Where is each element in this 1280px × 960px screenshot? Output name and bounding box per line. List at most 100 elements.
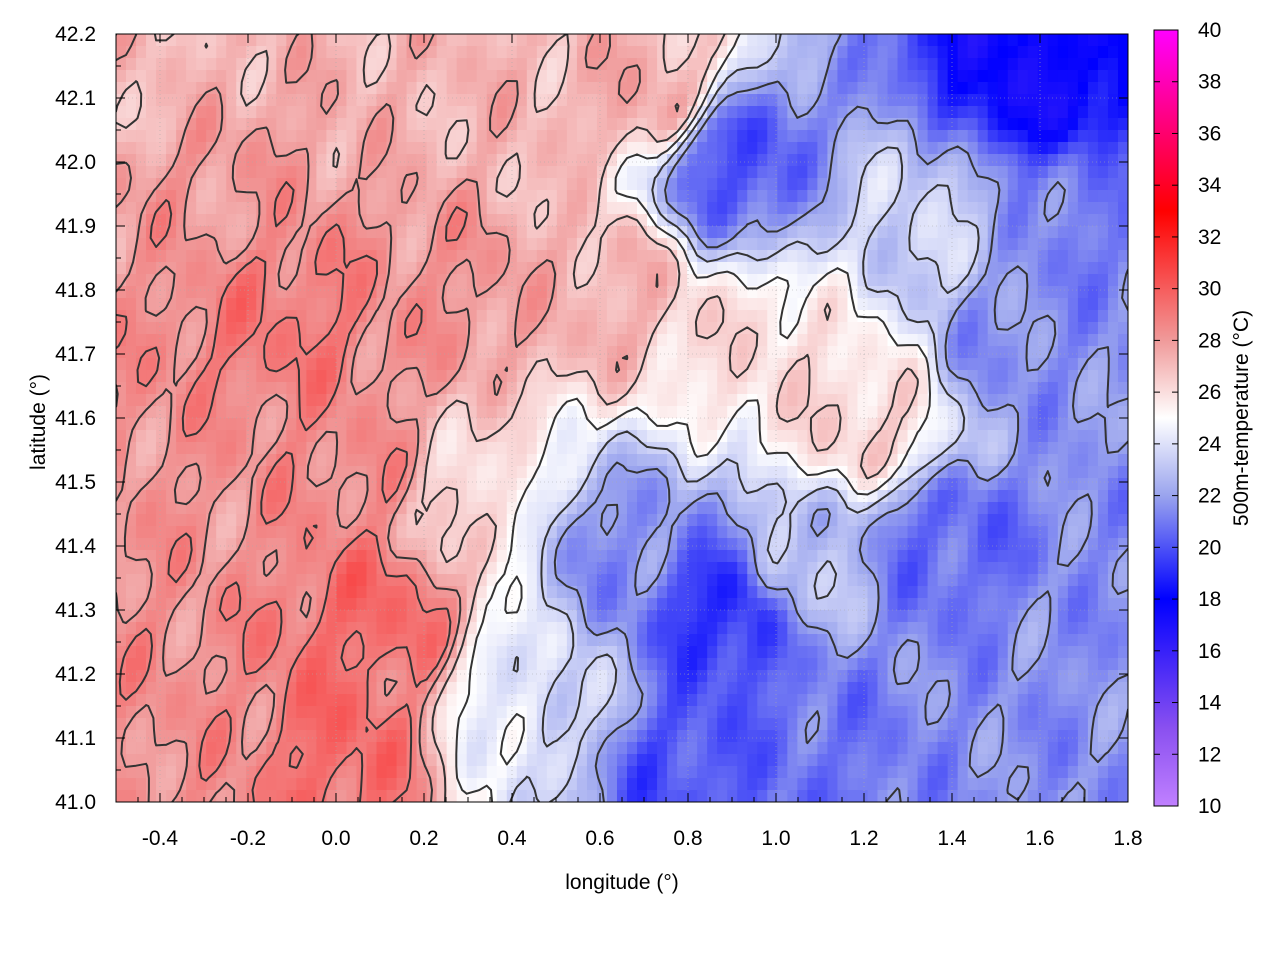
heatmap-cell bbox=[256, 574, 267, 587]
heatmap-cell bbox=[887, 346, 899, 359]
heatmap-cell bbox=[1037, 82, 1049, 95]
heatmap-cell bbox=[757, 358, 768, 371]
heatmap-cell bbox=[566, 430, 578, 443]
heatmap-cell bbox=[827, 442, 839, 455]
heatmap-cell bbox=[907, 346, 919, 359]
heatmap-cell bbox=[1037, 502, 1049, 515]
heatmap-cell bbox=[717, 166, 728, 179]
heatmap-cell bbox=[1097, 154, 1109, 167]
heatmap-cell bbox=[787, 586, 798, 599]
heatmap-cell bbox=[606, 430, 618, 443]
heatmap-cell bbox=[116, 202, 127, 215]
heatmap-cell bbox=[907, 430, 919, 443]
heatmap-cell bbox=[757, 478, 768, 491]
heatmap-cell bbox=[496, 334, 508, 347]
heatmap-cell bbox=[126, 622, 137, 635]
heatmap-cell bbox=[126, 106, 137, 119]
heatmap-cell bbox=[877, 490, 889, 503]
heatmap-cell bbox=[506, 406, 518, 419]
heatmap-cell bbox=[997, 346, 1009, 359]
heatmap-cell bbox=[456, 130, 468, 143]
heatmap-cell bbox=[346, 58, 358, 71]
heatmap-cell bbox=[977, 238, 989, 251]
heatmap-cell bbox=[837, 190, 849, 203]
heatmap-cell bbox=[1067, 34, 1079, 47]
heatmap-cell bbox=[717, 430, 728, 443]
heatmap-cell bbox=[987, 106, 999, 119]
heatmap-cell bbox=[847, 574, 859, 587]
heatmap-cell bbox=[386, 394, 398, 407]
heatmap-cell bbox=[697, 550, 708, 563]
heatmap-cell bbox=[1047, 58, 1059, 71]
heatmap-cell bbox=[616, 574, 628, 587]
heatmap-cell bbox=[1107, 418, 1119, 431]
heatmap-cell bbox=[566, 178, 578, 191]
heatmap-cell bbox=[1017, 70, 1029, 83]
heatmap-cell bbox=[126, 490, 137, 503]
heatmap-cell bbox=[616, 490, 628, 503]
heatmap-cell bbox=[446, 214, 458, 227]
heatmap-cell bbox=[456, 334, 468, 347]
heatmap-cell bbox=[176, 94, 187, 107]
heatmap-cell bbox=[486, 526, 498, 539]
heatmap-cell bbox=[937, 298, 949, 311]
heatmap-cell bbox=[276, 466, 287, 479]
heatmap-cell bbox=[647, 430, 658, 443]
heatmap-cell bbox=[837, 478, 849, 491]
heatmap-cell bbox=[997, 370, 1009, 383]
heatmap-cell bbox=[256, 526, 267, 539]
heatmap-cell bbox=[957, 490, 969, 503]
heatmap-cell bbox=[406, 34, 418, 47]
heatmap-cell bbox=[556, 310, 568, 323]
heatmap-cell bbox=[1077, 346, 1089, 359]
heatmap-cell bbox=[526, 622, 538, 635]
heatmap-cell bbox=[496, 298, 508, 311]
heatmap-cell bbox=[627, 550, 638, 563]
heatmap-cell bbox=[436, 70, 448, 83]
heatmap-cell bbox=[316, 34, 328, 47]
heatmap-cell bbox=[296, 190, 307, 203]
heatmap-cell bbox=[697, 382, 708, 395]
heatmap-cell bbox=[927, 238, 939, 251]
heatmap-cell bbox=[426, 286, 438, 299]
heatmap-cell bbox=[586, 118, 598, 131]
heatmap-cell bbox=[566, 34, 578, 47]
heatmap-cell bbox=[176, 454, 187, 467]
heatmap-cell bbox=[977, 154, 989, 167]
heatmap-cell bbox=[817, 58, 829, 71]
heatmap-cell bbox=[146, 526, 157, 539]
heatmap-cell bbox=[476, 106, 488, 119]
heatmap-cell bbox=[857, 370, 869, 383]
heatmap-cell bbox=[566, 466, 578, 479]
heatmap-cell bbox=[637, 70, 648, 83]
heatmap-cell bbox=[516, 574, 528, 587]
heatmap-cell bbox=[897, 550, 909, 563]
heatmap-cell bbox=[737, 370, 748, 383]
heatmap-cell bbox=[146, 238, 157, 251]
heatmap-cell bbox=[1057, 562, 1069, 575]
heatmap-cell bbox=[697, 358, 708, 371]
heatmap-cell bbox=[887, 610, 899, 623]
heatmap-cell bbox=[1047, 430, 1059, 443]
heatmap-cell bbox=[677, 298, 688, 311]
heatmap-cell bbox=[697, 154, 708, 167]
heatmap-cell bbox=[1077, 418, 1089, 431]
heatmap-cell bbox=[456, 346, 468, 359]
heatmap-cell bbox=[907, 598, 919, 611]
heatmap-cell bbox=[647, 406, 658, 419]
heatmap-cell bbox=[136, 610, 147, 623]
heatmap-cell bbox=[1117, 478, 1128, 491]
heatmap-cell bbox=[947, 82, 959, 95]
heatmap-cell bbox=[466, 514, 478, 527]
heatmap-cell bbox=[1037, 238, 1049, 251]
heatmap-cell bbox=[797, 178, 808, 191]
heatmap-cell bbox=[1017, 394, 1029, 407]
heatmap-cell bbox=[757, 598, 768, 611]
heatmap-cell bbox=[957, 466, 969, 479]
heatmap-cell bbox=[717, 190, 728, 203]
heatmap-cell bbox=[1017, 514, 1029, 527]
heatmap-cell bbox=[376, 610, 388, 623]
heatmap-cell bbox=[166, 238, 177, 251]
heatmap-cell bbox=[867, 274, 879, 287]
heatmap-cell bbox=[446, 106, 458, 119]
